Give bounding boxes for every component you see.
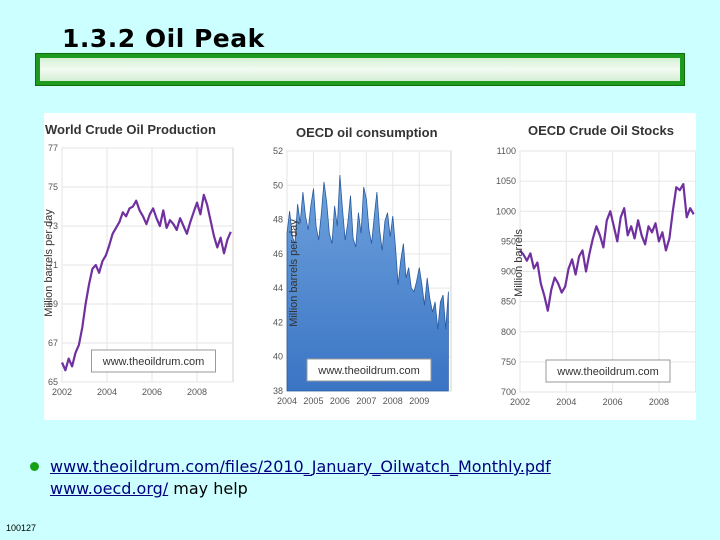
source-line-1: www.theoildrum.com/files/2010_January_Oi… — [50, 456, 551, 478]
chart-title: OECD oil consumption — [296, 125, 438, 140]
watermark-text: www.theoildrum.com — [102, 356, 204, 368]
slide-number: 100127 — [6, 523, 37, 533]
watermark-box — [306, 358, 432, 382]
y-tick-label: 71 — [48, 260, 58, 270]
consumption-area — [286, 174, 449, 392]
y-axis-label: Million barrels per day — [44, 209, 55, 317]
may-help-text: may help — [168, 479, 248, 498]
x-tick-label: 2006 — [142, 387, 162, 397]
x-tick-label: 2002 — [510, 397, 530, 407]
x-tick-label: 2004 — [277, 396, 297, 406]
chart-title: OECD Crude Oil Stocks — [528, 123, 674, 138]
y-tick-label: 75 — [48, 182, 58, 192]
y-tick-label: 1000 — [496, 206, 516, 216]
y-tick-label: 850 — [501, 297, 516, 307]
y-tick-label: 69 — [48, 299, 58, 309]
y-tick-label: 750 — [501, 357, 516, 367]
x-tick-label: 2008 — [649, 397, 669, 407]
y-tick-label: 48 — [273, 215, 283, 225]
charts-panel: 77 75 73 71 69 67 65 2002 2004 2006 2008 www.theoil… — [44, 113, 696, 420]
title-bar-highlight — [40, 58, 680, 81]
y-tick-label: 73 — [48, 221, 58, 231]
bullet-icon — [30, 462, 39, 471]
oecd-link[interactable]: www.oecd.org/ — [50, 479, 169, 498]
y-tick-label: 65 — [48, 377, 58, 387]
chart-title: World Crude Oil Production — [45, 122, 216, 137]
x-tick-label: 2004 — [97, 387, 117, 397]
source-links: www.theoildrum.com/files/2010_January_Oi… — [50, 456, 551, 500]
source-line-2: www.oecd.org/ may help — [50, 478, 551, 500]
y-tick-label: 50 — [273, 180, 283, 190]
y-tick-label: 42 — [273, 317, 283, 327]
x-tick-label: 2007 — [356, 396, 376, 406]
y-tick-label: 52 — [273, 146, 283, 156]
slide-title: 1.3.2 Oil Peak — [62, 24, 265, 53]
x-tick-label: 2008 — [383, 396, 403, 406]
watermark-box — [91, 349, 216, 373]
y-tick-label: 900 — [501, 267, 516, 277]
y-tick-label: 46 — [273, 249, 283, 259]
y-tick-label: 800 — [501, 327, 516, 337]
y-tick-label: 38 — [273, 386, 283, 396]
y-tick-label: 77 — [48, 143, 58, 153]
production-line — [60, 193, 232, 372]
x-tick-label: 2002 — [52, 387, 72, 397]
x-tick-label: 2004 — [556, 397, 576, 407]
y-tick-label: 700 — [501, 387, 516, 397]
y-tick-label: 1050 — [496, 176, 516, 186]
y-tick-label: 950 — [501, 236, 516, 246]
y-tick-label: 1100 — [497, 146, 516, 156]
x-tick-label: 2008 — [187, 387, 207, 397]
watermark-text: www.theoildrum.com — [317, 365, 419, 377]
y-tick-label: 67 — [48, 338, 58, 348]
x-tick-label: 2006 — [603, 397, 623, 407]
y-axis-label: Million barrels per day — [288, 219, 300, 327]
watermark-text: www.theoildrum.com — [556, 366, 658, 378]
x-tick-label: 2005 — [303, 396, 323, 406]
x-tick-label: 2009 — [409, 396, 429, 406]
title-underline-bar — [35, 53, 685, 86]
y-tick-label: 40 — [273, 352, 283, 362]
theoildrum-link[interactable]: www.theoildrum.com/files/2010_January_Oi… — [50, 457, 551, 476]
x-tick-label: 2006 — [330, 396, 350, 406]
y-tick-label: 44 — [273, 283, 283, 293]
stocks-line — [519, 183, 695, 312]
watermark-box — [545, 359, 671, 383]
y-axis-label: Million barrels — [513, 229, 525, 297]
